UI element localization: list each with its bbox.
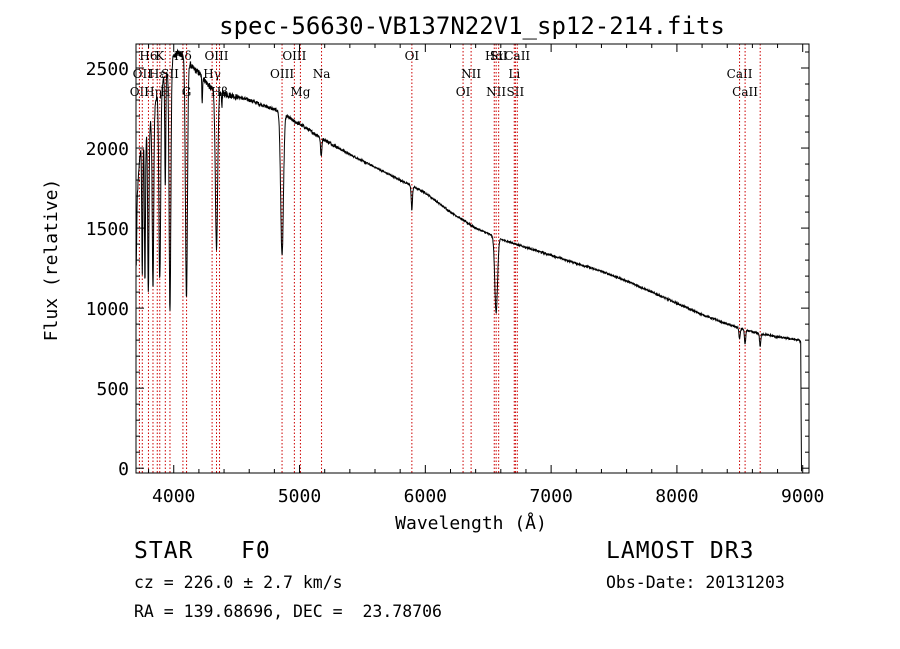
line-marker-label: G xyxy=(182,85,192,99)
y-tick-label: 2500 xyxy=(86,59,129,80)
line-marker-label: OII xyxy=(130,85,150,99)
chart-title: spec-56630-VB137N22V1_sp12-214.fits xyxy=(219,12,725,40)
line-marker-label: CaII xyxy=(727,67,753,81)
line-marker-label: H xyxy=(160,85,170,99)
line-marker-label: Li xyxy=(508,67,520,81)
coordinates-text: RA = 139.68696, DEC = 23.78706 xyxy=(134,602,442,621)
x-axis: 4000 5000 6000 7000 8000 9000 xyxy=(148,44,824,507)
line-marker-label: SII xyxy=(161,67,179,81)
y-axis: 0 500 1000 1500 2000 2500 xyxy=(86,51,809,480)
x-tick-label: 7000 xyxy=(529,486,572,507)
line-marker-label: Hγ xyxy=(203,67,221,81)
line-marker-label: Hη xyxy=(144,85,162,99)
line-marker-label: K xyxy=(155,49,165,63)
line-marker-label: CaII xyxy=(732,85,758,99)
subclass: F0 xyxy=(241,538,271,564)
obs-date: Obs-Date: 20131203 xyxy=(606,573,785,592)
redshift-text: cz = 226.0 ± 2.7 km/s xyxy=(134,573,343,592)
line-marker-label: OI xyxy=(456,85,471,99)
line-marker-label: CaII xyxy=(504,49,530,63)
x-tick-label: 5000 xyxy=(278,486,321,507)
y-axis-label: Flux (relative) xyxy=(41,179,62,342)
line-marker-label: OI xyxy=(405,49,420,63)
x-axis-label: Wavelength (Å) xyxy=(395,512,547,534)
y-tick-label: 1000 xyxy=(86,299,129,320)
line-marker-label: OII xyxy=(133,67,153,81)
line-marker-label: NII xyxy=(486,85,506,99)
x-tick-label: 4000 xyxy=(152,486,195,507)
line-marker-label: OIII xyxy=(282,49,306,63)
plot-frame xyxy=(135,43,810,474)
survey-name: LAMOST DR3 xyxy=(606,538,755,564)
y-tick-label: 500 xyxy=(96,379,129,400)
line-marker-label: Mg xyxy=(290,85,310,99)
line-marker-label: SII xyxy=(490,49,508,63)
line-marker-label: Na xyxy=(313,67,331,81)
y-tick-label: 0 xyxy=(118,459,129,480)
line-marker-label: Hε xyxy=(149,67,166,81)
line-marker-label: NII xyxy=(461,67,481,81)
line-marker-label: OIII xyxy=(204,49,228,63)
line-marker-label: OIII xyxy=(270,67,294,81)
line-marker-label: SII xyxy=(507,85,525,99)
y-tick-label: 1500 xyxy=(86,219,129,240)
y-tick-label: 2000 xyxy=(86,139,129,160)
x-tick-label: 9000 xyxy=(781,486,824,507)
x-tick-label: 8000 xyxy=(655,486,698,507)
emission-line-markers: OIIOIIH6HηHεKHSIIHδGHγOIIIHβOIIIOIIIMgNa… xyxy=(130,44,761,473)
spectrum-line xyxy=(135,48,802,472)
x-tick-label: 6000 xyxy=(404,486,447,507)
object-class: STAR xyxy=(134,538,194,564)
